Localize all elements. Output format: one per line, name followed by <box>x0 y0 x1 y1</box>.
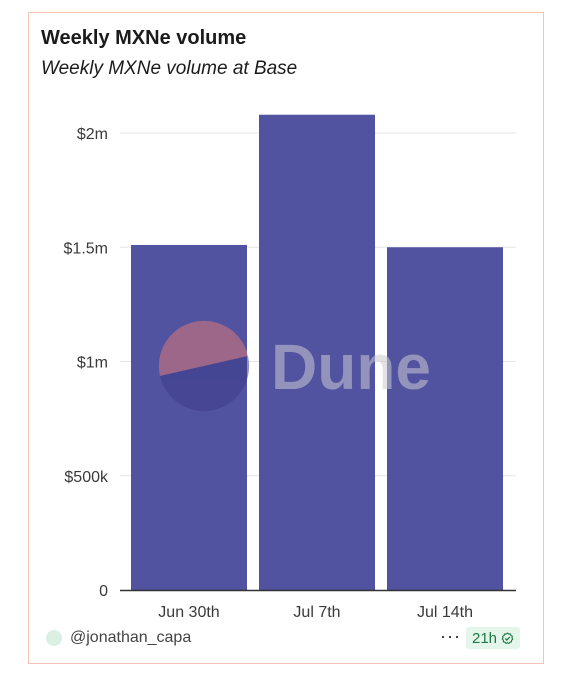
chart-subtitle: Weekly MXNe volume at Base <box>41 58 298 79</box>
dune-logo-icon <box>158 320 248 376</box>
bar <box>131 244 247 590</box>
refresh-status-badge[interactable]: 21h <box>466 627 521 649</box>
refresh-age: 21h <box>472 629 498 647</box>
x-tick-label: Jul 7th <box>293 604 340 621</box>
watermark-text: Dune <box>271 331 431 403</box>
y-tick-label: $1.5m <box>64 240 108 257</box>
x-tick-label: Jul 14th <box>417 604 473 621</box>
y-tick-label: $500k <box>64 469 109 486</box>
more-options-button[interactable]: ··· <box>440 626 461 646</box>
y-tick-label: 0 <box>99 583 108 600</box>
dune-watermark: Dune <box>158 320 431 412</box>
bar <box>387 247 503 590</box>
author-username[interactable]: @jonathan_capa <box>70 629 192 646</box>
check-circle-icon <box>501 631 514 644</box>
chart-title: Weekly MXNe volume <box>41 27 247 49</box>
bar <box>259 114 375 590</box>
y-tick-label: $2m <box>77 126 108 143</box>
y-tick-label: $1m <box>77 355 108 372</box>
avatar <box>46 630 62 646</box>
x-tick-label: Jun 30th <box>158 604 219 621</box>
dune-logo-icon-lower <box>160 356 250 412</box>
